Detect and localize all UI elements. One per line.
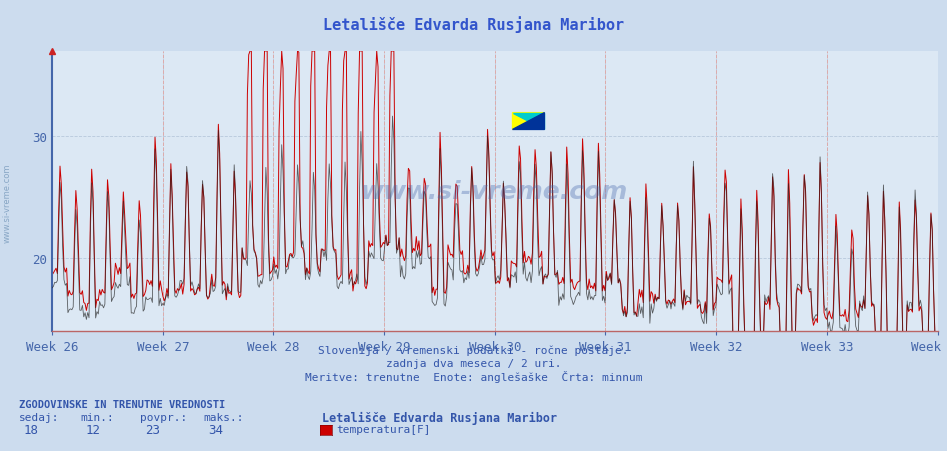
Text: Letališče Edvarda Rusjana Maribor: Letališče Edvarda Rusjana Maribor: [322, 411, 557, 423]
Text: www.si-vreme.com: www.si-vreme.com: [361, 179, 629, 204]
Polygon shape: [512, 113, 545, 130]
Text: sedaj:: sedaj:: [19, 412, 60, 422]
Text: ZGODOVINSKE IN TRENUTNE VREDNOSTI: ZGODOVINSKE IN TRENUTNE VREDNOSTI: [19, 399, 225, 409]
Text: 34: 34: [208, 423, 223, 436]
Text: 12: 12: [85, 423, 100, 436]
Text: Letališče Edvarda Rusjana Maribor: Letališče Edvarda Rusjana Maribor: [323, 16, 624, 33]
Text: povpr.:: povpr.:: [140, 412, 188, 422]
Text: temperatura[F]: temperatura[F]: [336, 424, 431, 434]
Text: Slovenija / vremenski podatki - ročne postaje.: Slovenija / vremenski podatki - ročne po…: [318, 344, 629, 355]
Polygon shape: [512, 113, 545, 130]
Polygon shape: [512, 113, 545, 130]
Text: 18: 18: [24, 423, 39, 436]
Text: Meritve: trenutne  Enote: anglešaške  Črta: minnum: Meritve: trenutne Enote: anglešaške Črta…: [305, 371, 642, 382]
Text: maks.:: maks.:: [204, 412, 244, 422]
Text: www.si-vreme.com: www.si-vreme.com: [3, 163, 12, 243]
Text: zadnja dva meseca / 2 uri.: zadnja dva meseca / 2 uri.: [385, 358, 562, 368]
Text: 23: 23: [145, 423, 160, 436]
Text: min.:: min.:: [80, 412, 115, 422]
